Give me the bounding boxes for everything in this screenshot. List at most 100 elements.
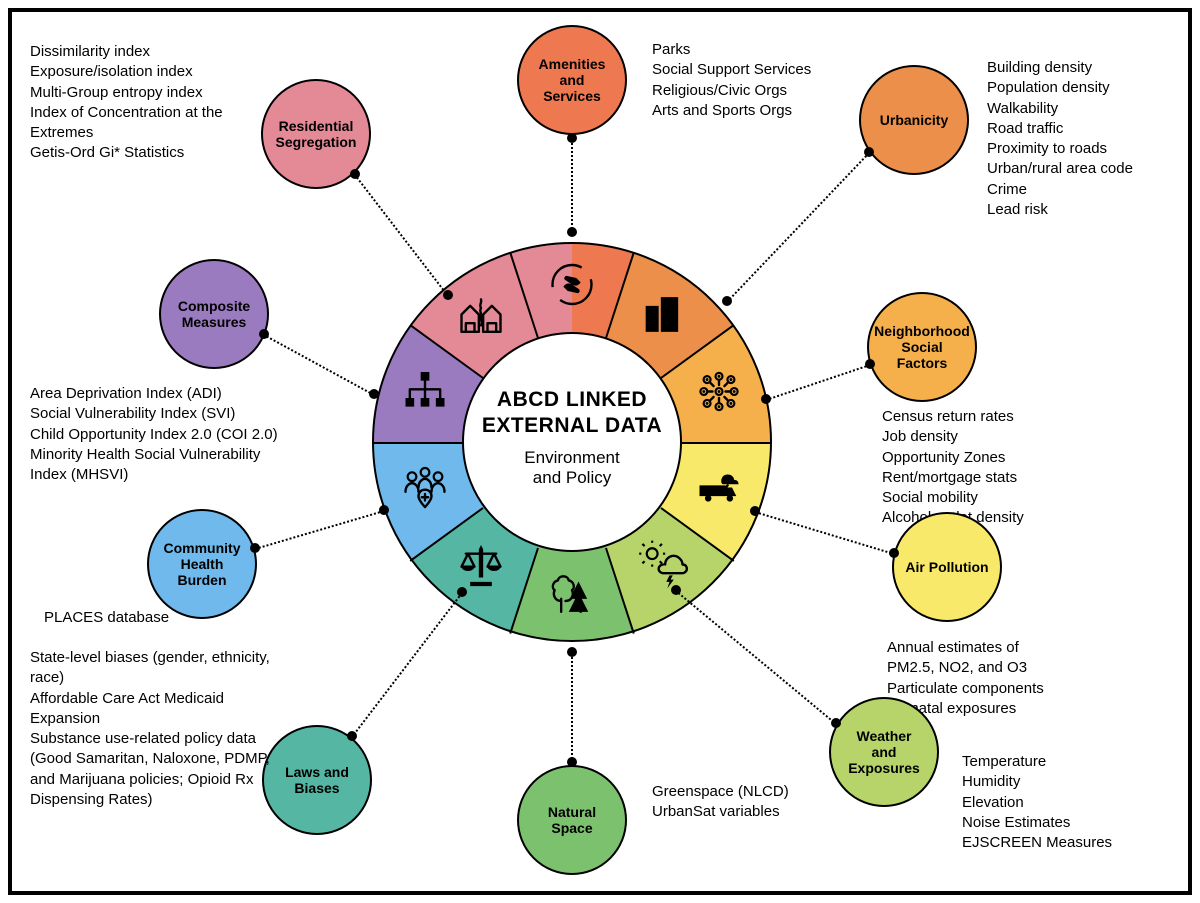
urbanicity-icon — [637, 288, 689, 345]
connector-urbanicity — [726, 152, 869, 302]
badge-segregation-line0: Residential — [276, 118, 357, 134]
badge-laws-line1: Biases — [285, 780, 349, 796]
connector-weather — [675, 590, 836, 725]
item-nsf-2: Opportunity Zones — [882, 448, 1024, 468]
item-segregation-3: Index of Concentration at the Extremes — [30, 103, 260, 144]
connector-dot — [567, 133, 577, 143]
airpollution-icon — [693, 461, 745, 518]
badge-amenities: AmenitiesandServices — [517, 25, 627, 135]
items-laws: State-level biases (gender, ethnicity, r… — [30, 648, 280, 810]
connector-amenities — [571, 139, 573, 233]
item-segregation-1: Exposure/isolation index — [30, 62, 260, 82]
item-weather-2: Elevation — [962, 793, 1112, 813]
items-urbanicity: Building densityPopulation densityWalkab… — [987, 58, 1133, 220]
item-laws-0: State-level biases (gender, ethnicity, r… — [30, 648, 280, 689]
composite-icon — [399, 366, 451, 423]
ring-divider — [372, 442, 462, 444]
item-urbanicity-4: Proximity to roads — [987, 139, 1133, 159]
badge-weather: WeatherandExposures — [829, 697, 939, 807]
badge-airpollution: Air Pollution — [892, 512, 1002, 622]
badge-composite: CompositeMeasures — [159, 259, 269, 369]
natural-icon — [546, 569, 598, 626]
items-amenities: ParksSocial Support ServicesReligious/Ci… — [652, 40, 811, 121]
items-nsf: Census return ratesJob densityOpportunit… — [882, 407, 1024, 529]
center-subtitle-line2: and Policy — [468, 468, 676, 488]
badge-amenities-line1: and — [539, 72, 606, 88]
item-segregation-4: Getis-Ord Gi* Statistics — [30, 143, 260, 163]
connector-natural — [571, 653, 573, 763]
connector-dot — [831, 718, 841, 728]
badge-airpollution-line0: Air Pollution — [905, 559, 988, 575]
connector-airpollution — [755, 511, 895, 555]
connector-dot — [889, 548, 899, 558]
badge-nsf-line0: Neighborhood — [874, 323, 970, 339]
item-composite-0: Area Deprivation Index (ADI) — [30, 384, 290, 404]
center-text: ABCD LINKEDEXTERNAL DATAEnvironmentand P… — [468, 388, 676, 488]
item-airpollution-0: Annual estimates of — [887, 638, 1044, 658]
badge-health: CommunityHealthBurden — [147, 509, 257, 619]
item-urbanicity-5: Urban/rural area code — [987, 159, 1133, 179]
connector-dot — [250, 543, 260, 553]
item-weather-3: Noise Estimates — [962, 813, 1112, 833]
item-amenities-0: Parks — [652, 40, 811, 60]
item-nsf-4: Social mobility — [882, 488, 1024, 508]
badge-natural-line1: Space — [548, 820, 596, 836]
badge-weather-line1: and — [848, 744, 920, 760]
item-segregation-2: Multi-Group entropy index — [30, 83, 260, 103]
connector-dot — [864, 147, 874, 157]
item-amenities-2: Religious/Civic Orgs — [652, 81, 811, 101]
item-composite-1: Social Vulnerability Index (SVI) — [30, 404, 290, 424]
item-laws-1: Affordable Care Act Medicaid Expansion — [30, 689, 280, 730]
item-urbanicity-6: Crime — [987, 180, 1133, 200]
item-urbanicity-3: Road traffic — [987, 119, 1133, 139]
badge-amenities-line2: Services — [539, 88, 606, 104]
items-health: PLACES database — [44, 608, 169, 628]
badge-composite-line0: Composite — [178, 298, 250, 314]
item-segregation-0: Dissimilarity index — [30, 42, 260, 62]
nsf-icon — [693, 366, 745, 423]
connector-dot — [443, 290, 453, 300]
connector-dot — [722, 296, 732, 306]
items-natural: Greenspace (NLCD)UrbanSat variables — [652, 782, 789, 823]
item-airpollution-2: Particulate components — [887, 679, 1044, 699]
center-title-line1: ABCD LINKED — [468, 388, 676, 412]
connector-nsf — [766, 364, 871, 401]
item-nsf-0: Census return rates — [882, 407, 1024, 427]
connector-dot — [567, 757, 577, 767]
badge-urbanicity: Urbanicity — [859, 65, 969, 175]
item-amenities-1: Social Support Services — [652, 60, 811, 80]
connector-dot — [671, 585, 681, 595]
segregation-icon — [455, 288, 507, 345]
connector-dot — [369, 389, 379, 399]
badge-weather-line2: Exposures — [848, 760, 920, 776]
items-composite: Area Deprivation Index (ADI)Social Vulne… — [30, 384, 290, 485]
connector-laws — [351, 592, 463, 737]
connector-segregation — [354, 174, 449, 296]
badge-nsf: NeighborhoodSocialFactors — [867, 292, 977, 402]
badge-health-line0: Community — [164, 540, 241, 556]
item-health-0: PLACES database — [44, 608, 169, 628]
items-weather: TemperatureHumidityElevationNoise Estima… — [962, 752, 1112, 853]
item-laws-2: Substance use-related policy data (Good … — [30, 729, 280, 810]
badge-natural: NaturalSpace — [517, 765, 627, 875]
connector-dot — [567, 647, 577, 657]
items-segregation: Dissimilarity indexExposure/isolation in… — [30, 42, 260, 164]
connector-dot — [761, 394, 771, 404]
amenities-icon — [546, 259, 598, 316]
badge-weather-line0: Weather — [848, 728, 920, 744]
item-urbanicity-0: Building density — [987, 58, 1133, 78]
item-natural-1: UrbanSat variables — [652, 802, 789, 822]
item-urbanicity-1: Population density — [987, 78, 1133, 98]
badge-health-line2: Burden — [164, 572, 241, 588]
badge-amenities-line0: Amenities — [539, 56, 606, 72]
connector-dot — [379, 505, 389, 515]
badge-composite-line1: Measures — [178, 314, 250, 330]
badge-nsf-line2: Factors — [874, 355, 970, 371]
connector-dot — [865, 359, 875, 369]
item-natural-0: Greenspace (NLCD) — [652, 782, 789, 802]
item-weather-0: Temperature — [962, 752, 1112, 772]
badge-laws-line0: Laws and — [285, 764, 349, 780]
item-urbanicity-7: Lead risk — [987, 200, 1133, 220]
badge-urbanicity-line0: Urbanicity — [880, 112, 948, 128]
item-composite-2: Child Opportunity Index 2.0 (COI 2.0) — [30, 425, 290, 445]
